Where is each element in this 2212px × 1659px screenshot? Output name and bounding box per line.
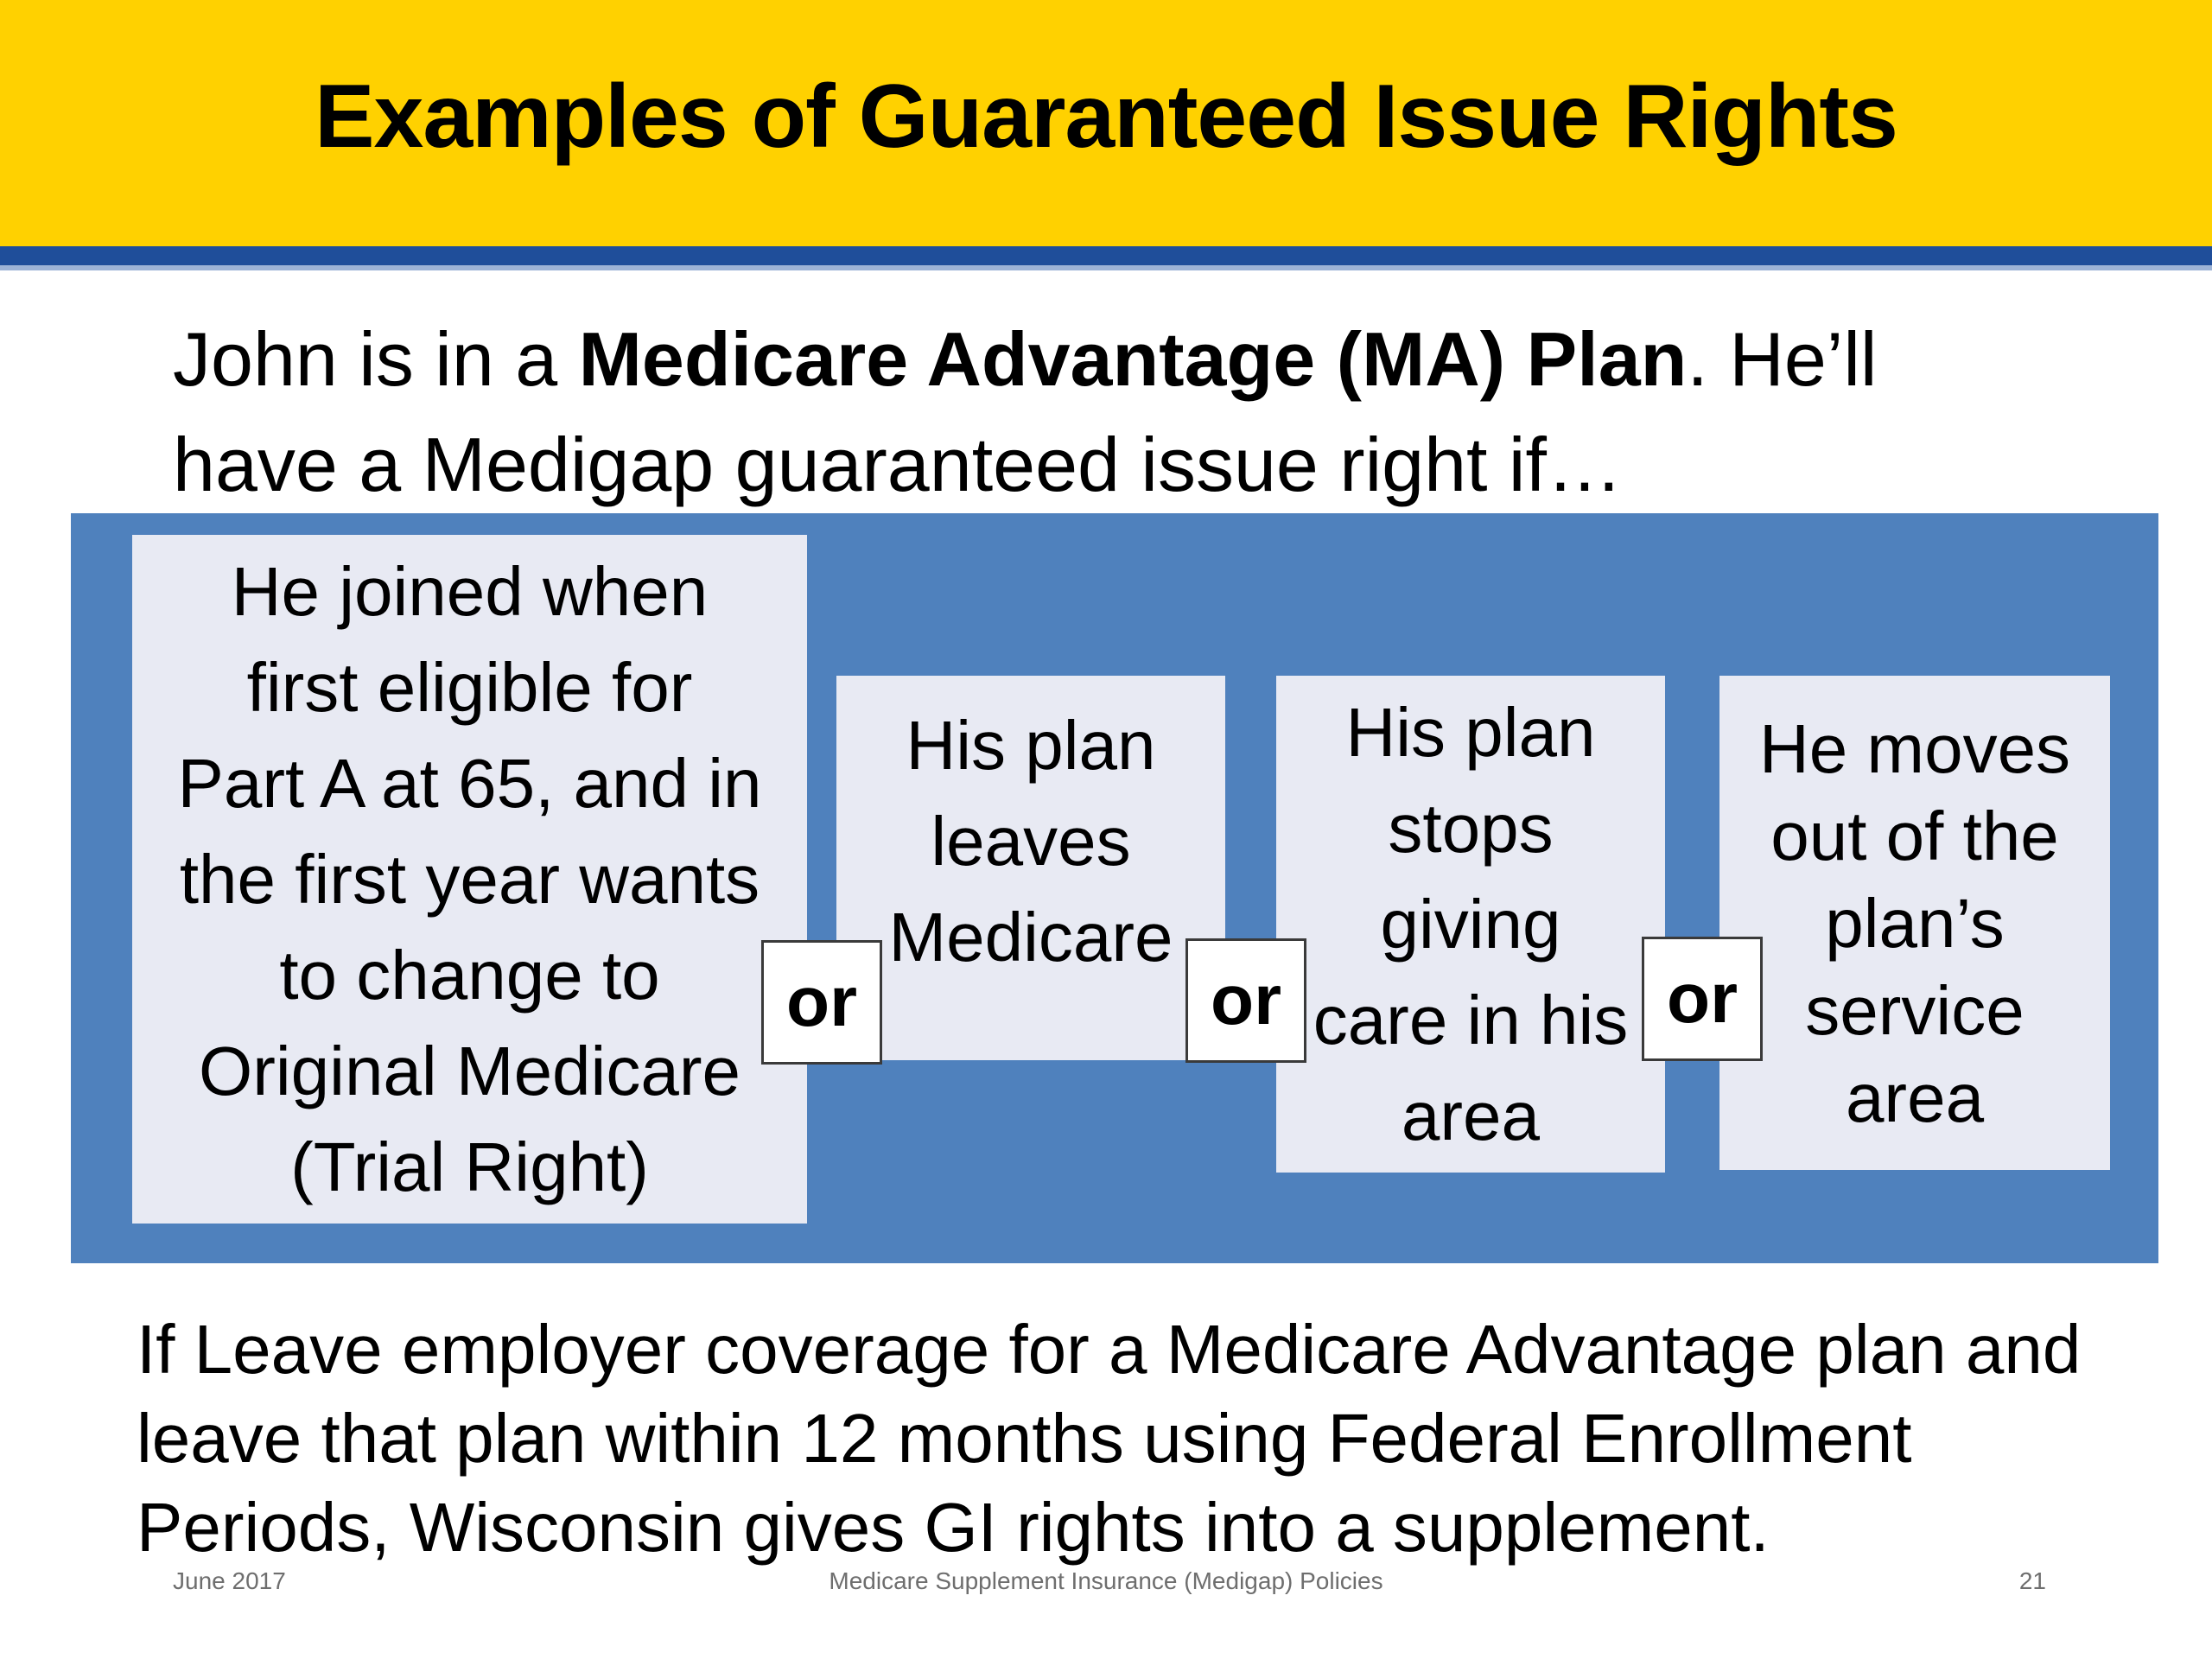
or-connector: or (1185, 938, 1306, 1063)
card-line: His plan (906, 707, 1156, 784)
card-line: care in his (1313, 982, 1629, 1058)
card-line: service (1805, 971, 2024, 1049)
intro-plan-name: Medicare Advantage (MA) Plan (578, 316, 1688, 402)
card-line: area (1845, 1058, 1985, 1136)
condition-card-moves-out: He moves out of the plan’s service area (1719, 676, 2110, 1170)
card-line: He joined when (231, 553, 709, 630)
title-divider-shadow (0, 265, 2212, 270)
card-line: His plan (1345, 694, 1596, 771)
title-bar (0, 0, 2212, 246)
card-line: He moves (1758, 709, 2071, 787)
intro-prefix: John is in a (173, 316, 579, 402)
card-line: Original Medicare (199, 1033, 741, 1109)
footer-date: June 2017 (173, 1567, 286, 1594)
intro-text: John is in a Medicare Advantage (MA) Pla… (173, 307, 1987, 518)
intro-suffix: . He’ll (1687, 316, 1878, 402)
page-number: 21 (2018, 1567, 2046, 1594)
card-line: stops (1388, 790, 1554, 867)
footnote-line: If Leave employer coverage for a Medicar… (137, 1311, 2082, 1388)
card-line: leaves (931, 803, 1131, 880)
card-line: (Trial Right) (290, 1128, 649, 1205)
title-divider (0, 246, 2212, 265)
card-line: Medicare (888, 899, 1173, 976)
footer-title: Medicare Supplement Insurance (Medigap) … (829, 1567, 1383, 1594)
or-connector: or (761, 940, 882, 1065)
card-line: Part A at 65, and in (177, 745, 762, 822)
card-line: first eligible for (246, 649, 693, 726)
card-line: area (1401, 1077, 1541, 1154)
wisconsin-footnote: If Leave employer coverage for a Medicar… (137, 1305, 2107, 1572)
card-line: giving (1380, 886, 1561, 963)
slide-title: Examples of Guaranteed Issue Rights (315, 67, 1898, 167)
intro-line-2: have a Medigap guaranteed issue right if… (173, 422, 1623, 507)
condition-card-trial-right: He joined when first eligible for Part A… (132, 535, 807, 1224)
card-line: to change to (279, 937, 660, 1014)
condition-card-plan-leaves: His plan leaves Medicare (836, 676, 1225, 1060)
or-connector: or (1642, 937, 1763, 1061)
card-line: the first year wants (179, 841, 760, 918)
footnote-line: Periods, Wisconsin gives GI rights into … (137, 1489, 1770, 1566)
card-line: plan’s (1825, 884, 2005, 962)
footnote-line: leave that plan within 12 months using F… (137, 1400, 1912, 1477)
condition-card-plan-stops-care: His plan stops giving care in his area (1276, 676, 1665, 1173)
card-line: out of the (1770, 797, 2059, 874)
intro-line-1: John is in a Medicare Advantage (MA) Pla… (173, 307, 1987, 412)
